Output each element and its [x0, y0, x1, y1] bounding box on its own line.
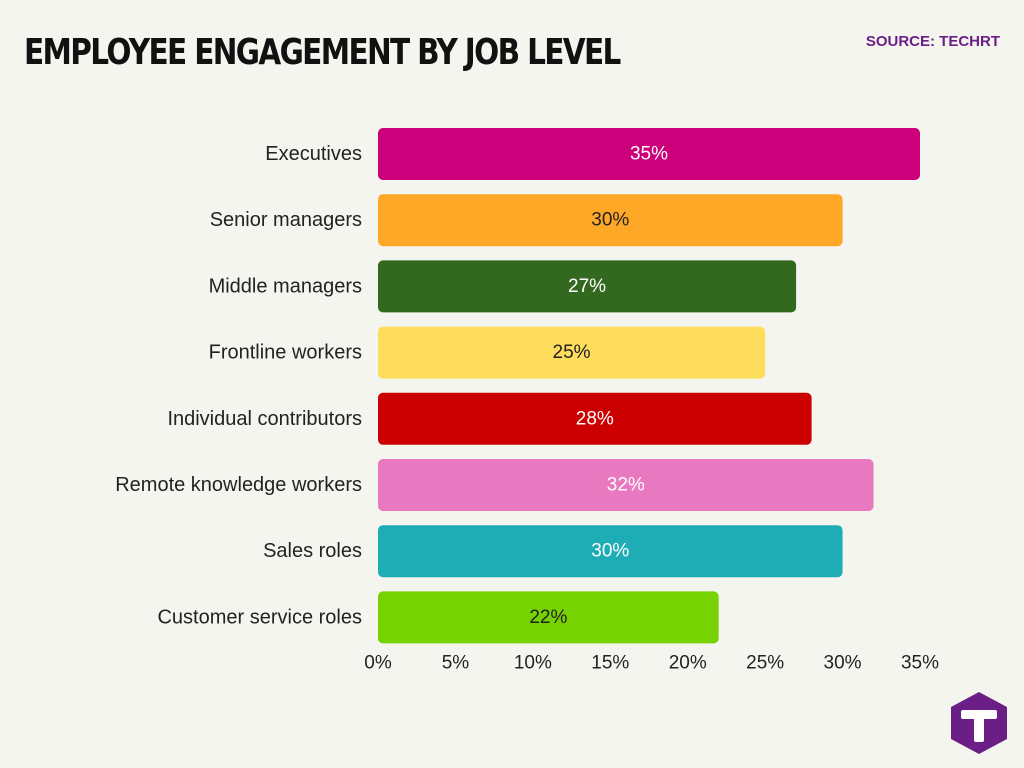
bar-value-label: 27%: [568, 276, 606, 297]
chart-title: EMPLOYEE ENGAGEMENT BY JOB LEVEL: [24, 32, 621, 73]
bar: [378, 194, 843, 247]
bar-value-label: 32%: [607, 475, 645, 496]
bar: [378, 392, 812, 445]
x-tick-label: 25%: [746, 653, 784, 674]
x-tick-label: 35%: [901, 653, 939, 674]
category-label: Senior managers: [210, 209, 362, 231]
bar-value-label: 28%: [576, 408, 614, 429]
bar: [378, 128, 920, 180]
x-tick-label: 0%: [364, 653, 392, 674]
x-tick-label: 20%: [669, 653, 707, 674]
x-tick-label: 5%: [442, 653, 470, 674]
x-tick-label: 10%: [514, 653, 552, 674]
bar-value-label: 25%: [553, 342, 591, 363]
category-label: Middle managers: [209, 275, 362, 297]
category-label: Remote knowledge workers: [115, 474, 362, 496]
techrt-logo-icon: [951, 692, 1007, 754]
bar-value-label: 30%: [591, 210, 629, 231]
bar-value-label: 30%: [591, 541, 629, 562]
bar-value-label: 35%: [630, 144, 668, 165]
bar: [378, 459, 874, 511]
source-label: SOURCE: TECHRT: [865, 33, 1000, 50]
category-label: Sales roles: [263, 540, 362, 562]
category-label: Frontline workers: [209, 342, 362, 364]
category-label: Customer service roles: [157, 606, 362, 628]
x-tick-label: 15%: [591, 653, 629, 674]
category-label: Executives: [265, 143, 362, 165]
bar: [378, 326, 766, 379]
bar-value-label: 22%: [529, 607, 567, 628]
bar: [378, 260, 797, 313]
category-label: Individual contributors: [167, 408, 362, 430]
bar: [378, 591, 719, 644]
bar: [378, 525, 843, 578]
x-tick-label: 30%: [824, 653, 862, 674]
